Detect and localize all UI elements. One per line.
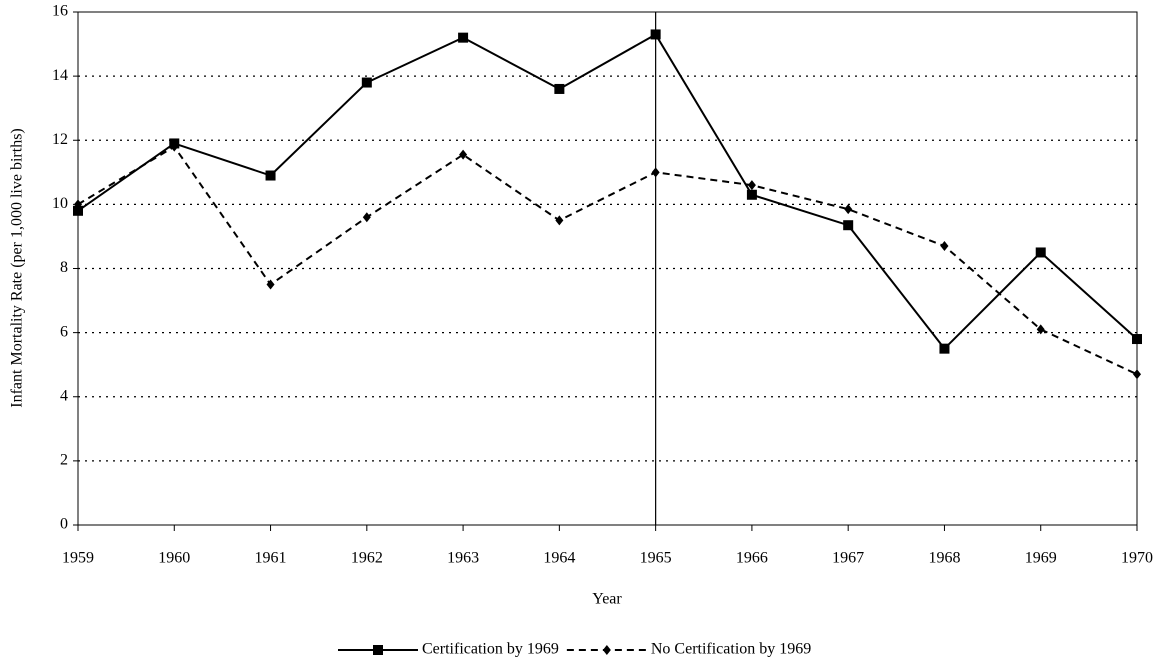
x-tick-label: 1966 [736,550,768,567]
data-point [555,215,564,226]
y-tick-label: 10 [52,195,68,212]
y-tick-label: 2 [60,452,68,469]
x-tick-label: 1968 [928,550,960,567]
y-axis-label: Infant Mortality Rate (per 1,000 live bi… [9,128,26,407]
series-line [77,33,1138,351]
y-tick-label: 16 [52,3,68,20]
data-point [266,279,275,290]
x-tick-label: 1962 [351,550,383,567]
x-axis-label: Year [592,591,622,608]
x-tick-label: 1969 [1025,550,1057,567]
data-point [844,204,853,215]
data-point [361,77,372,88]
data-point [650,29,661,40]
data-point [940,241,949,252]
data-point [746,189,757,200]
plot-frame [77,11,1138,526]
x-tick-label: 1960 [158,550,190,567]
x-tick-label: 1963 [447,550,479,567]
y-tick-label: 8 [60,259,68,276]
x-tick-label: 1959 [62,550,94,567]
data-point [843,220,854,231]
y-tick-label: 12 [52,131,68,148]
legend-marker [602,645,611,655]
y-tick-label: 4 [60,387,68,404]
data-point [1132,334,1142,345]
y-tick-label: 6 [60,323,68,340]
data-point [939,343,950,354]
data-point [1035,247,1046,258]
x-tick-label: 1967 [832,550,864,567]
data-point [651,167,660,178]
y-tick-label: 0 [60,516,68,533]
data-point [747,180,756,191]
data-point [459,149,468,160]
data-point [458,32,469,43]
data-point [1036,324,1045,335]
x-tick-label: 1961 [255,550,287,567]
data-point [1133,369,1141,380]
legend-marker [373,645,383,655]
legend-label: Certification by 1969 [422,641,559,658]
x-tick-label: 1970 [1121,550,1153,567]
x-tick-label: 1965 [640,550,672,567]
legend-label: No Certification by 1969 [651,641,811,658]
data-point [362,212,371,223]
x-tick-label: 1964 [543,550,575,567]
data-point [73,205,83,216]
data-point [265,170,276,181]
data-point [554,83,565,94]
series-line [77,145,1138,376]
data-point [170,141,179,152]
y-tick-label: 14 [52,67,68,84]
data-point [74,199,82,210]
